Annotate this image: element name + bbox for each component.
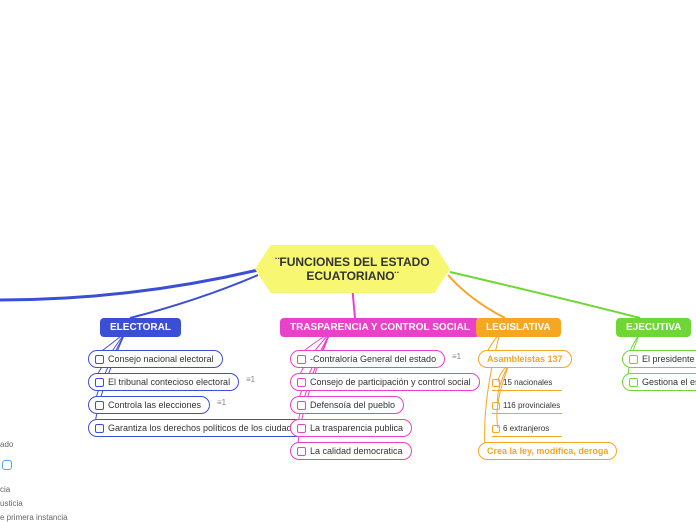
leaf-electoral-1[interactable]: El tribunal contecioso electoral: [88, 373, 239, 391]
leaf-text: Consejo nacional electoral: [108, 354, 214, 364]
subitem-text: 15 nacionales: [503, 378, 552, 387]
leaf-text: Consejo de participación y control socia…: [310, 377, 471, 387]
checkbox-icon[interactable]: [492, 402, 500, 410]
leaf-transparencia-1[interactable]: Consejo de participación y control socia…: [290, 373, 480, 391]
leaf-text: -Contraloría General del estado: [310, 354, 436, 364]
sublabel-legislativa-0[interactable]: Asambleístas 137: [478, 350, 572, 368]
underline: [492, 413, 562, 414]
subitem-text: 116 provinciales: [503, 401, 560, 410]
leaf-ejecutiva-0[interactable]: El presidente y vi: [622, 350, 696, 368]
checkbox-icon[interactable]: [95, 378, 104, 387]
leaf-text: Gestiona el estad: [642, 377, 696, 387]
branch-legislativa[interactable]: LEGISLATIVA: [476, 318, 561, 337]
cutoff-text-3: e primera instancia: [0, 513, 68, 522]
underline: [492, 390, 562, 391]
leaf-text: Garantiza los derechos políticos de los …: [108, 423, 311, 433]
cutoff-box: [2, 460, 12, 470]
leaf-text: La calidad democratica: [310, 446, 403, 456]
checkbox-icon[interactable]: [297, 378, 306, 387]
checkbox-icon[interactable]: [95, 424, 104, 433]
checkbox-icon[interactable]: [297, 447, 306, 456]
subitem-text: 6 extranjeros: [503, 424, 549, 433]
checkbox-icon[interactable]: [297, 401, 306, 410]
checkbox-icon[interactable]: [629, 378, 638, 387]
leaf-electoral-0[interactable]: Consejo nacional electoral: [88, 350, 223, 368]
subitem-legislativa-1[interactable]: 116 provinciales: [492, 401, 560, 410]
checkbox-icon[interactable]: [95, 401, 104, 410]
subitem-legislativa-2[interactable]: 6 extranjeros: [492, 424, 549, 433]
branch-ejecutiva[interactable]: EJECUTIVA: [616, 318, 691, 337]
checkbox-icon[interactable]: [297, 424, 306, 433]
leaf-text: El tribunal contecioso electoral: [108, 377, 230, 387]
leaf-ejecutiva-1[interactable]: Gestiona el estad: [622, 373, 696, 391]
checkbox-icon[interactable]: [492, 425, 500, 433]
leaf-transparencia-3[interactable]: La trasparencia publica: [290, 419, 412, 437]
branch-transparencia[interactable]: TRASPARENCIA Y CONTROL SOCIAL: [280, 318, 480, 337]
leaf-text: El presidente y vi: [642, 354, 696, 364]
leaf-transparencia-0[interactable]: -Contraloría General del estado: [290, 350, 445, 368]
underline: [492, 436, 562, 437]
center-node[interactable]: ¨FUNCIONES DEL ESTADO ECUATORIANO¨: [255, 245, 450, 293]
leaf-text: Defensoía del pueblo: [310, 400, 395, 410]
leaf-transparencia-2[interactable]: Defensoía del pueblo: [290, 396, 404, 414]
note-icon: ≡1: [452, 352, 461, 361]
branch-electoral[interactable]: ELECTORAL: [100, 318, 181, 337]
subitem-legislativa-0[interactable]: 15 nacionales: [492, 378, 552, 387]
leaf-transparencia-4[interactable]: La calidad democratica: [290, 442, 412, 460]
cutoff-text-0: ado: [0, 440, 13, 449]
sublabel-legislativa-1[interactable]: Crea la ley, modifica, deroga: [478, 442, 617, 460]
leaf-electoral-3[interactable]: Garantiza los derechos políticos de los …: [88, 419, 320, 437]
checkbox-icon[interactable]: [629, 355, 638, 364]
leaf-text: Controla las elecciones: [108, 400, 201, 410]
checkbox-icon[interactable]: [297, 355, 306, 364]
center-title: ¨FUNCIONES DEL ESTADO ECUATORIANO¨: [275, 255, 429, 283]
checkbox-icon[interactable]: [492, 379, 500, 387]
cutoff-text-1: cia: [0, 485, 10, 494]
checkbox-icon[interactable]: [95, 355, 104, 364]
cutoff-text-2: usticia: [0, 499, 23, 508]
note-icon: ≡1: [217, 398, 226, 407]
leaf-electoral-2[interactable]: Controla las elecciones: [88, 396, 210, 414]
note-icon: ≡1: [246, 375, 255, 384]
leaf-text: La trasparencia publica: [310, 423, 403, 433]
